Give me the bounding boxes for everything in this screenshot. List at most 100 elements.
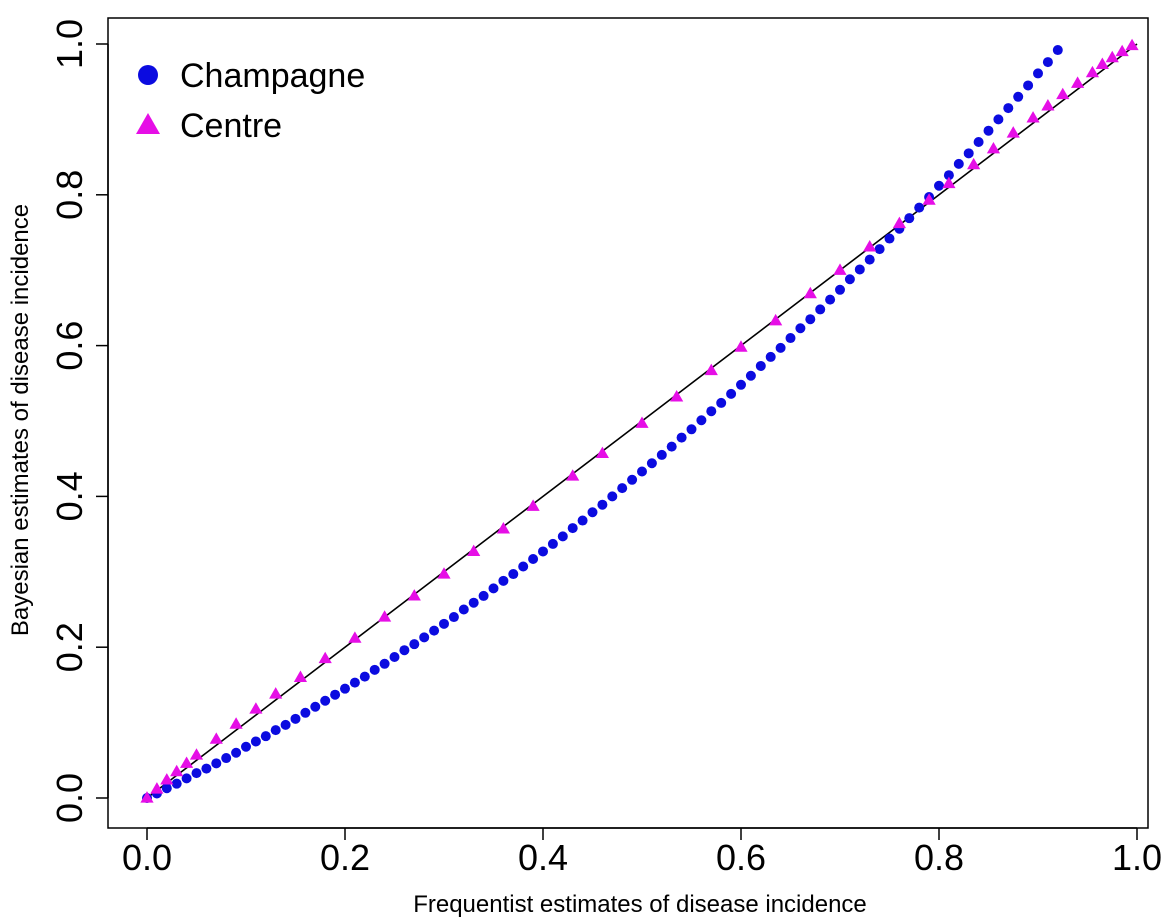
- data-point: [468, 597, 479, 608]
- data-point: [734, 340, 748, 352]
- data-point: [478, 590, 489, 601]
- y-tick-label: 0.6: [49, 321, 90, 371]
- data-point: [835, 284, 845, 295]
- data-point: [1041, 99, 1055, 111]
- data-point: [943, 170, 954, 181]
- x-axis-title: Frequentist estimates of disease inciden…: [413, 891, 867, 918]
- data-point: [914, 202, 925, 213]
- data-point: [1003, 103, 1014, 114]
- data-point: [399, 645, 410, 656]
- data-point: [795, 323, 806, 334]
- data-point: [745, 370, 756, 381]
- data-point: [181, 773, 192, 784]
- data-point: [160, 773, 174, 785]
- data-point: [755, 360, 766, 371]
- data-point: [161, 783, 172, 794]
- data-point: [587, 507, 598, 518]
- data-point: [389, 652, 400, 663]
- data-point: [696, 415, 707, 426]
- data-point: [736, 379, 746, 390]
- series-centre: [140, 38, 1139, 803]
- data-point: [359, 671, 370, 682]
- data-point: [627, 474, 638, 485]
- data-point: [211, 758, 222, 769]
- data-point: [221, 753, 232, 764]
- data-point: [942, 176, 956, 189]
- data-point: [349, 677, 360, 688]
- data-point: [538, 546, 548, 557]
- data-point: [310, 701, 321, 712]
- data-point: [953, 158, 964, 169]
- data-point: [1026, 111, 1040, 123]
- x-tick-label: 0.8: [914, 837, 964, 878]
- legend-item-champagne: Champagne: [138, 57, 365, 95]
- data-point: [863, 240, 877, 252]
- data-point: [934, 180, 944, 191]
- data-point: [249, 702, 263, 714]
- data-point: [280, 719, 291, 730]
- data-point: [922, 193, 936, 205]
- data-point: [320, 695, 331, 706]
- data-point: [676, 432, 687, 443]
- data-point: [269, 687, 283, 699]
- data-point: [854, 264, 865, 275]
- data-point: [1033, 68, 1043, 79]
- data-point: [815, 304, 826, 315]
- x-tick-label: 0.2: [320, 837, 370, 878]
- data-point: [1115, 44, 1129, 57]
- data-point: [726, 388, 737, 399]
- x-tick-label: 0.0: [122, 837, 172, 878]
- data-point: [231, 747, 242, 758]
- data-point: [488, 583, 499, 594]
- data-point: [805, 314, 816, 325]
- x-tick-label: 0.4: [518, 837, 568, 878]
- legend-label: Centre: [180, 107, 282, 145]
- data-point: [986, 141, 1001, 154]
- data-point: [369, 664, 380, 675]
- data-point: [803, 286, 817, 299]
- data-point: [250, 736, 261, 747]
- data-point: [1052, 45, 1063, 56]
- data-point: [318, 651, 332, 664]
- x-tick-label: 0.6: [716, 837, 766, 878]
- data-point: [656, 449, 667, 460]
- data-point: [140, 791, 154, 803]
- data-point: [904, 213, 915, 224]
- data-point: [260, 731, 271, 742]
- data-point: [1042, 57, 1053, 68]
- data-point: [1125, 38, 1139, 51]
- data-point: [300, 707, 311, 718]
- data-point: [448, 612, 459, 623]
- data-point: [607, 491, 618, 502]
- data-point: [171, 778, 182, 789]
- data-point: [892, 216, 906, 229]
- data-point: [775, 342, 786, 353]
- data-point: [526, 499, 540, 511]
- data-point: [498, 575, 509, 586]
- data-point: [825, 294, 836, 305]
- data-point: [150, 782, 164, 794]
- data-point: [785, 333, 796, 344]
- data-point: [467, 544, 481, 557]
- data-point: [706, 406, 717, 417]
- data-point: [686, 424, 697, 435]
- x-tick-label: 1.0: [1112, 837, 1162, 878]
- data-point: [1023, 80, 1034, 91]
- data-point: [241, 741, 251, 752]
- data-point: [458, 604, 469, 615]
- data-point: [983, 125, 994, 136]
- data-point: [769, 313, 783, 326]
- legend-swatch-triangle: [136, 113, 160, 134]
- data-point: [595, 446, 609, 459]
- data-point: [646, 458, 657, 469]
- data-point: [293, 670, 308, 682]
- data-point: [1085, 65, 1100, 78]
- data-point: [567, 523, 578, 534]
- data-point: [844, 274, 855, 285]
- data-point: [963, 148, 974, 159]
- data-point: [496, 522, 510, 534]
- data-point: [1095, 57, 1109, 69]
- data-point: [407, 589, 421, 601]
